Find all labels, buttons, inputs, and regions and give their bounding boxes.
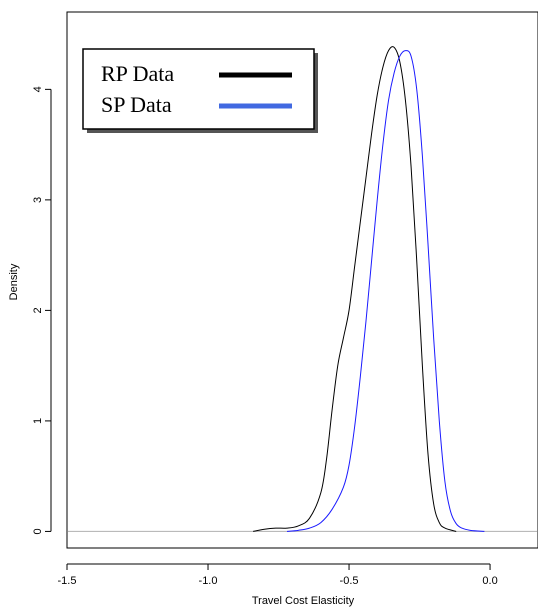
plot-frame [66, 11, 538, 549]
legend-label-sp: SP Data [101, 92, 172, 117]
series-line-sp [286, 50, 485, 532]
legend-label-rp: RP Data [101, 61, 174, 86]
x-tick-label: 0.0 [482, 575, 497, 587]
x-axis-label: Travel Cost Elasticity [252, 595, 355, 607]
legend-box [82, 48, 315, 130]
x-tick-label: -0.5 [340, 575, 359, 587]
y-axis: 0 1 2 3 4 [32, 86, 52, 534]
y-tick-label: 1 [32, 418, 44, 424]
legend: RP Data SP Data [82, 48, 318, 133]
series-line-rp [253, 46, 457, 532]
series-group [253, 46, 485, 532]
y-tick-label: 2 [32, 307, 44, 313]
x-tick-label: -1.5 [58, 575, 77, 587]
y-tick-label: 4 [32, 86, 44, 92]
x-axis: -1.5 -1.0 -0.5 0.0 [58, 563, 498, 587]
y-tick-label: 0 [32, 528, 44, 534]
x-tick-label: -1.0 [199, 575, 218, 587]
y-axis-label: Density [8, 263, 20, 300]
y-tick-label: 3 [32, 197, 44, 203]
